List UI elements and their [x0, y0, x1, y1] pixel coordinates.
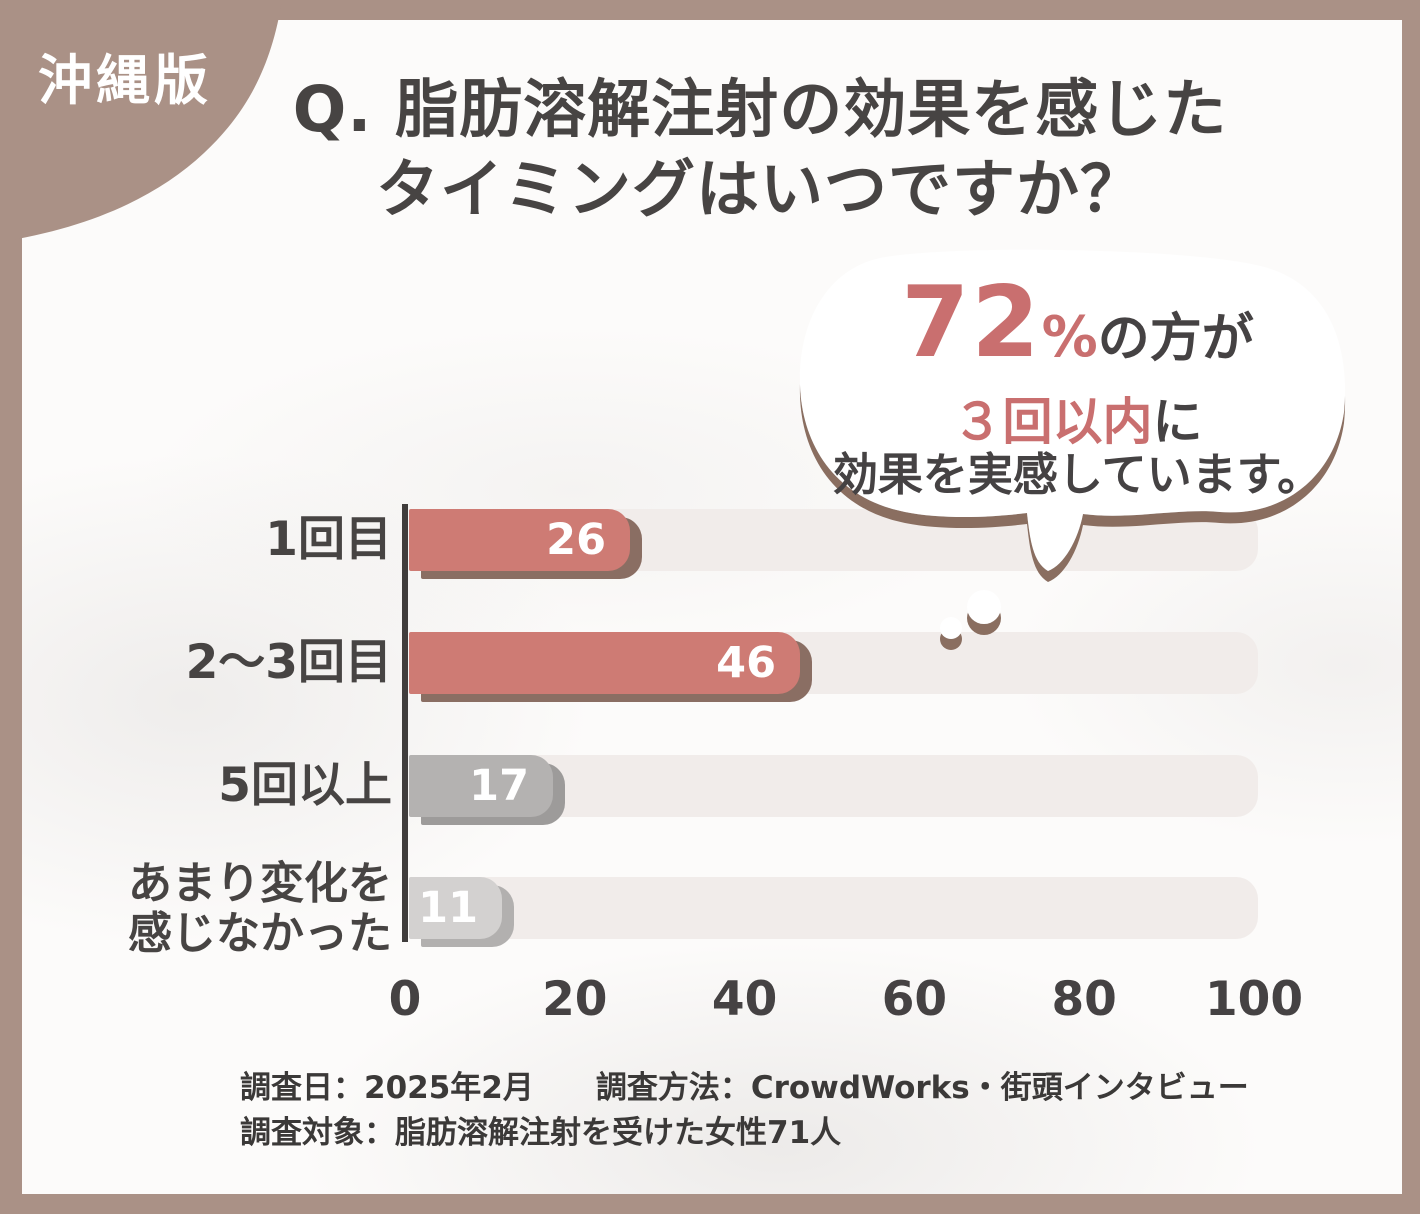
axis-tick-label: 100	[1204, 972, 1304, 1027]
stat-value: 72	[901, 266, 1042, 380]
axis-tick-label: 60	[881, 972, 948, 1027]
highlight-suffix: に	[1152, 393, 1203, 451]
bar-track	[409, 877, 1258, 939]
category-label: あまり変化を 感じなかった	[128, 858, 392, 959]
bar-value-label: 46	[716, 638, 776, 688]
survey-notes: 調査日：2025年2月 調査方法：CrowdWorks・街頭インタビュー 調査対…	[240, 1066, 1249, 1156]
title-line-2: タイミングはいつですか？	[376, 153, 1144, 226]
bar-value-label: 17	[469, 761, 529, 811]
survey-note-line-2: 調査対象：脂肪溶解注射を受けた女性71人	[240, 1115, 842, 1151]
category-label: 2〜3回目	[185, 635, 392, 690]
title-line-1: Q. 脂肪溶解注射の効果を感じた	[292, 73, 1228, 146]
content-sheet	[22, 20, 1402, 1194]
y-axis-line	[402, 504, 408, 942]
bubble-highlight-line: ３回以内に	[790, 382, 1365, 454]
corner-blob-shape	[0, 0, 282, 242]
bubble-stat-line: 72%の方が	[790, 266, 1365, 380]
bar: 17	[409, 755, 553, 817]
bar-value-label: 26	[546, 515, 606, 565]
callout-bubble: 72%の方が ３回以内に 効果を実感しています。	[790, 240, 1365, 660]
bubble-shape	[799, 249, 1346, 639]
stat-percent-sign: %	[1041, 305, 1098, 370]
survey-note-line-1: 調査日：2025年2月 調査方法：CrowdWorks・街頭インタビュー	[240, 1070, 1249, 1106]
bar: 11	[409, 877, 502, 939]
stat-suffix: の方が	[1097, 309, 1254, 369]
bubble-closing-line: 効果を実感しています。	[832, 448, 1323, 501]
bar: 46	[409, 632, 800, 694]
axis-tick-label: 40	[711, 972, 778, 1027]
bar: 26	[409, 509, 630, 571]
highlight-text: ３回以内	[952, 393, 1153, 451]
category-label: 5回以上	[218, 758, 392, 813]
page-title: Q. 脂肪溶解注射の効果を感じた タイミングはいつですか？	[105, 70, 1415, 230]
axis-tick-label: 20	[542, 972, 608, 1027]
edition-badge: 沖縄版	[38, 49, 212, 112]
bar-value-label: 11	[418, 883, 478, 933]
axis-tick-label: 0	[388, 972, 422, 1027]
category-label: 1回目	[265, 512, 392, 567]
axis-tick-label: 80	[1051, 972, 1117, 1027]
